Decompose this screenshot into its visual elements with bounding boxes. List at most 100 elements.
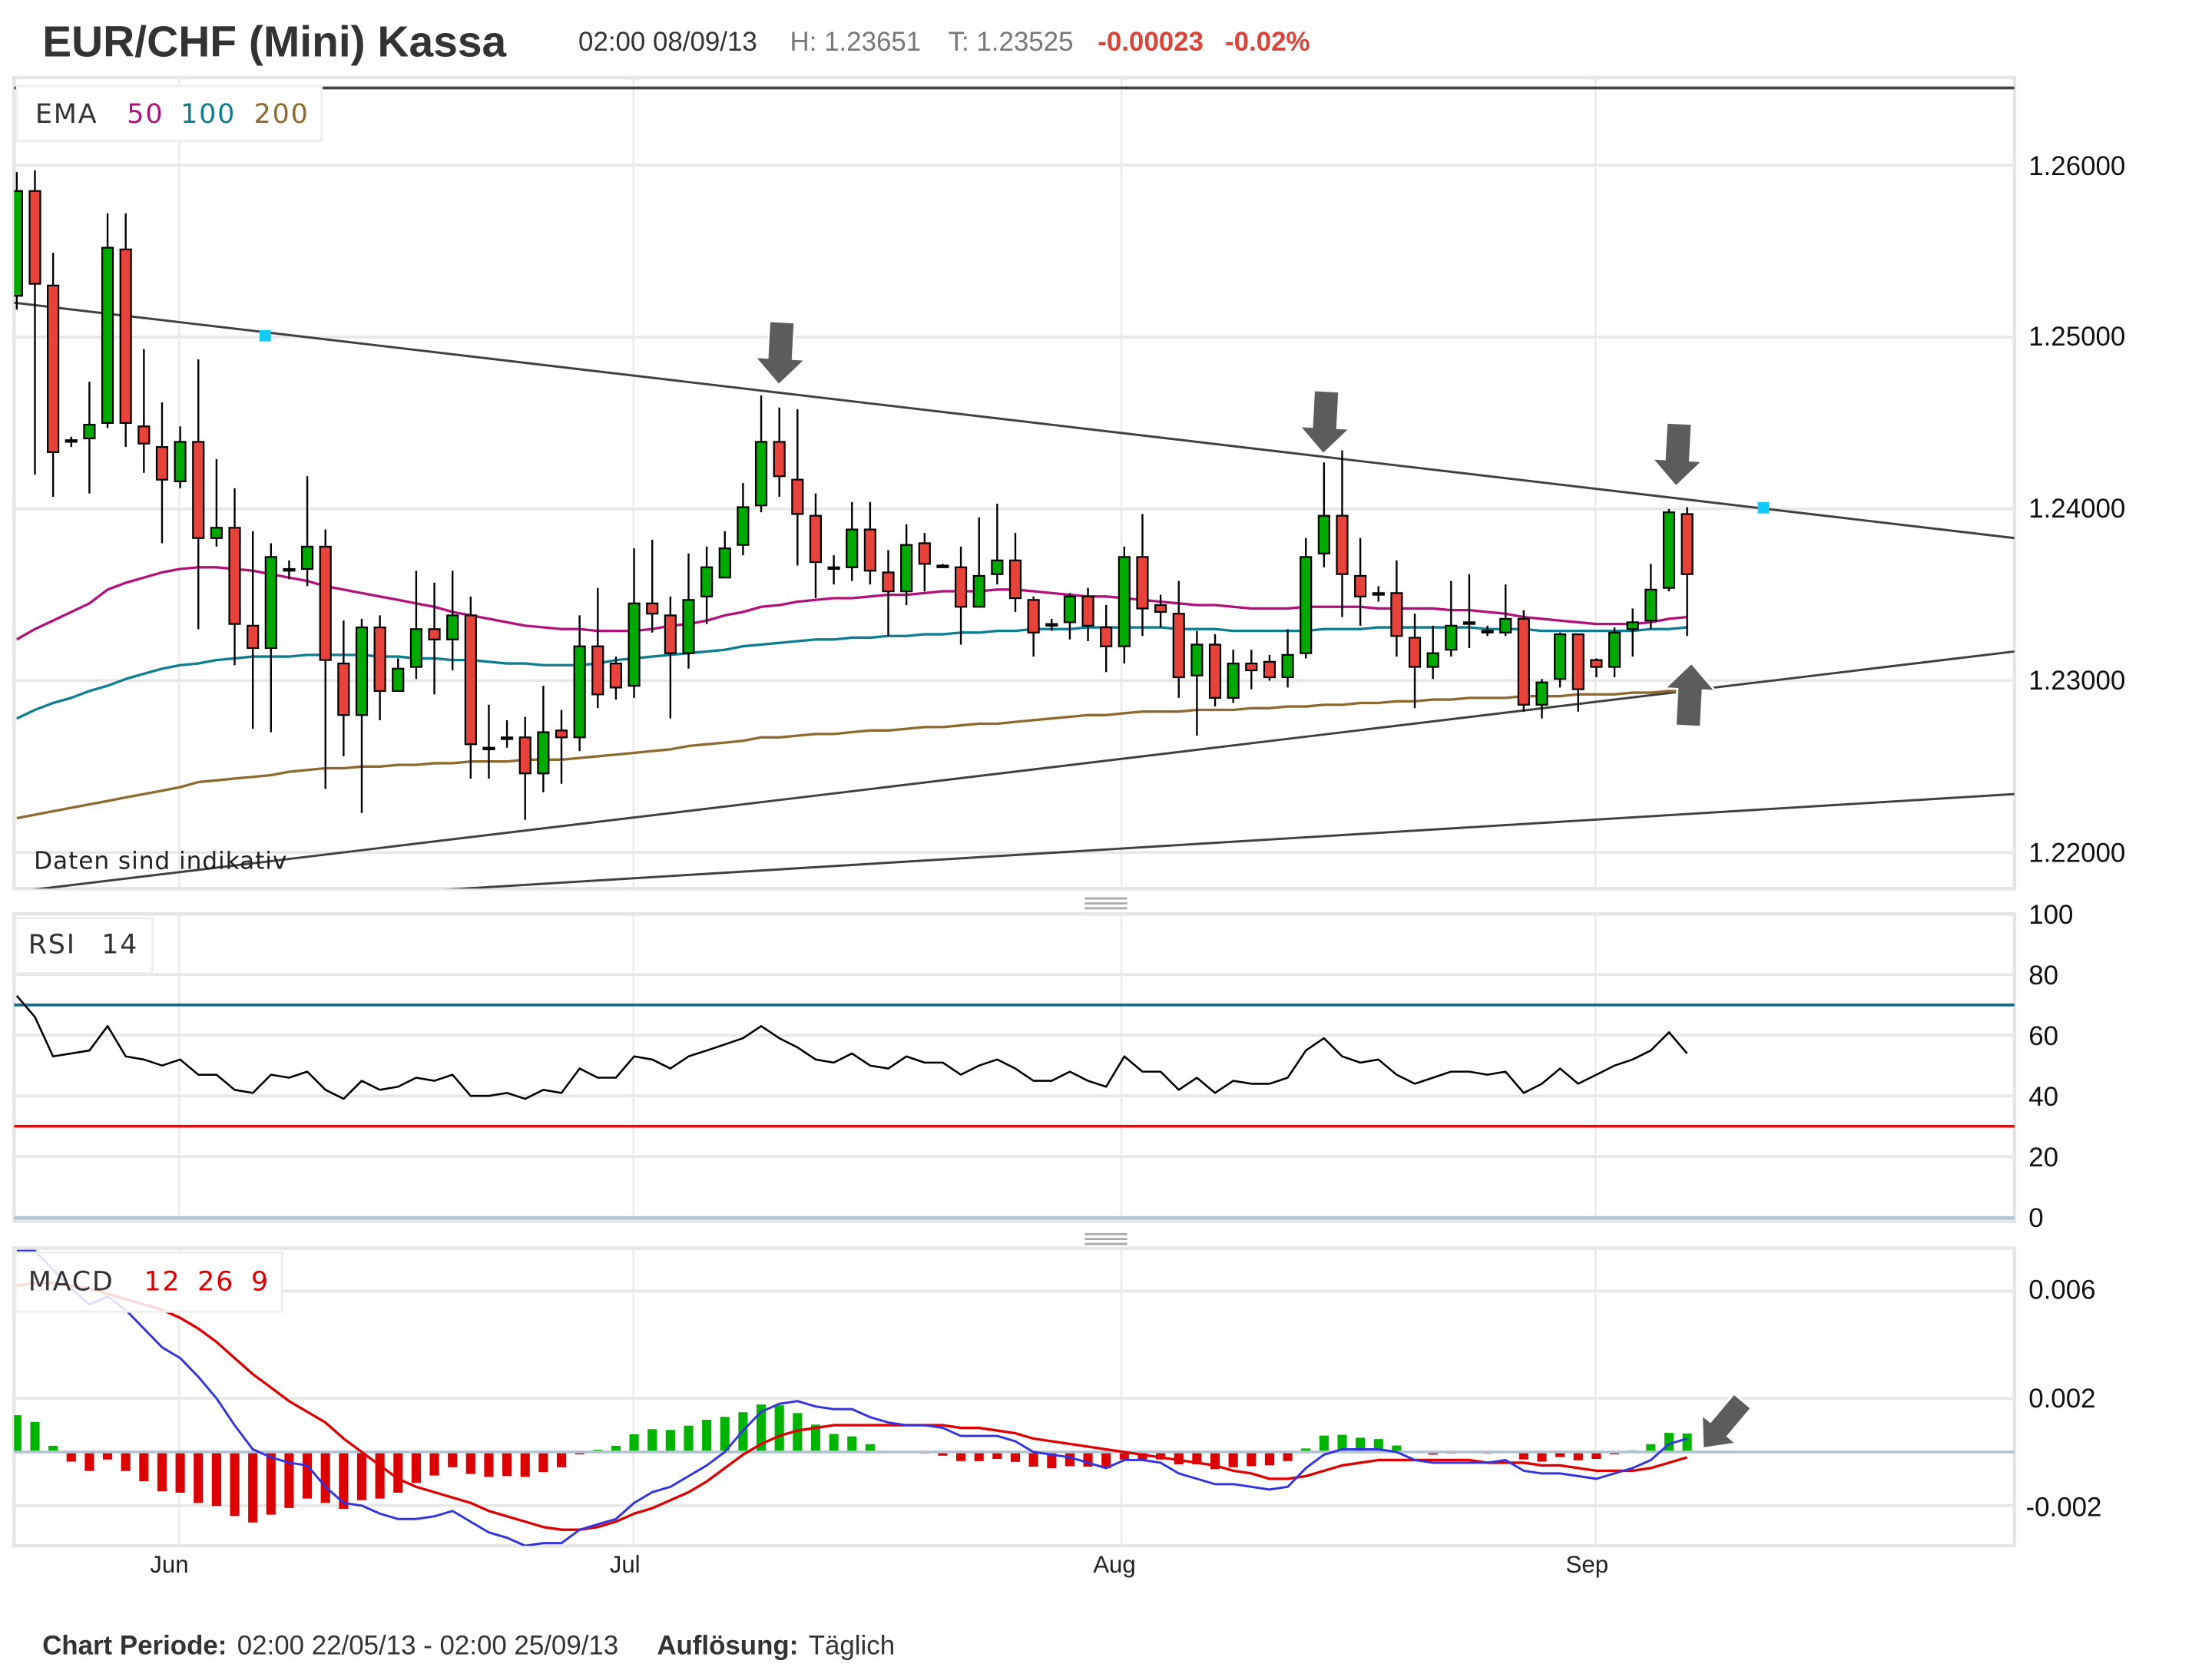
macd-histogram-bar bbox=[139, 1451, 149, 1481]
rsi-legend: RSI 14 bbox=[14, 917, 154, 974]
candle-body bbox=[355, 626, 369, 716]
macd-histogram-bar bbox=[756, 1404, 767, 1452]
chart-period-footer: Chart Periode: 02:00 22/05/13 - 02:00 25… bbox=[42, 1631, 895, 1661]
macd-histogram-bar bbox=[411, 1451, 421, 1484]
candle-body bbox=[972, 574, 985, 608]
rsi-panel-resize-handle[interactable] bbox=[1083, 894, 1129, 911]
candle-body bbox=[954, 566, 968, 608]
macd-histogram-bar bbox=[793, 1413, 803, 1452]
candle-body bbox=[918, 542, 931, 565]
candle bbox=[373, 615, 386, 720]
candle bbox=[65, 436, 78, 448]
trendline bbox=[446, 792, 2015, 889]
candle bbox=[1227, 650, 1240, 703]
candle-body bbox=[664, 614, 677, 654]
candle bbox=[609, 657, 623, 700]
candle-body bbox=[537, 731, 550, 775]
candle-body bbox=[1426, 652, 1439, 668]
candle-body bbox=[446, 614, 459, 640]
candle bbox=[300, 476, 314, 587]
rsi-tick: 80 bbox=[2028, 961, 2058, 991]
candle bbox=[1462, 574, 1476, 648]
rsi-legend-period: 14 bbox=[101, 930, 138, 961]
candle-body bbox=[1208, 643, 1222, 699]
candle-body bbox=[754, 441, 768, 507]
candle-body bbox=[1535, 681, 1548, 706]
macd-histogram-bar bbox=[14, 1415, 22, 1452]
candle-body bbox=[210, 527, 223, 539]
month-label: Aug bbox=[1093, 1551, 1136, 1578]
macd-histogram-bar bbox=[956, 1451, 966, 1461]
trendline-anchor-handle bbox=[1757, 501, 1770, 514]
time-axis: Jun Jul Aug Sep bbox=[150, 1551, 1608, 1578]
macd-legend-slow: 26 bbox=[197, 1267, 234, 1298]
rsi-axis: 100 80 60 40 20 0 bbox=[2028, 900, 2073, 1233]
macd-histogram-bar bbox=[1247, 1451, 1257, 1467]
candle bbox=[1372, 586, 1385, 602]
candle bbox=[1481, 625, 1494, 637]
macd-histogram-bar bbox=[1646, 1444, 1656, 1452]
candle-body bbox=[591, 645, 604, 696]
candle-body bbox=[428, 628, 441, 640]
price-tick: 1.25000 bbox=[2028, 322, 2125, 352]
candle-body bbox=[936, 564, 949, 568]
ema100-line bbox=[16, 626, 1687, 720]
price-tick: 1.22000 bbox=[2028, 838, 2125, 868]
macd-histogram-bar bbox=[520, 1451, 530, 1477]
macd-histogram-bar bbox=[1065, 1451, 1075, 1467]
macd-histogram-bar bbox=[1537, 1451, 1547, 1462]
macd-panel-resize-handle[interactable] bbox=[1083, 1229, 1129, 1247]
candle-body bbox=[1644, 588, 1657, 622]
rsi-tick: 60 bbox=[2028, 1021, 2058, 1051]
candle-body bbox=[1081, 595, 1094, 627]
macd-histogram-bar bbox=[66, 1451, 76, 1462]
candle bbox=[936, 564, 949, 568]
candle-body bbox=[555, 729, 568, 739]
candle-body bbox=[264, 556, 277, 650]
macd-histogram-bar bbox=[1228, 1451, 1238, 1467]
candle bbox=[882, 550, 895, 637]
candle bbox=[718, 531, 731, 579]
candle bbox=[464, 596, 477, 779]
macd-histogram-bar bbox=[211, 1451, 221, 1507]
candle-body bbox=[1118, 556, 1131, 647]
candle-body bbox=[1481, 630, 1494, 633]
macd-histogram-bar bbox=[30, 1421, 40, 1452]
macd-histogram-bar bbox=[556, 1451, 567, 1467]
candle-body bbox=[863, 528, 876, 572]
candle bbox=[428, 582, 441, 695]
candle bbox=[192, 359, 205, 630]
candle bbox=[1535, 679, 1548, 719]
candle bbox=[1081, 587, 1094, 641]
candle bbox=[1390, 560, 1403, 657]
candle-body bbox=[1045, 623, 1058, 627]
candle-body bbox=[1027, 599, 1040, 633]
candle-body bbox=[1317, 514, 1330, 554]
candle bbox=[210, 458, 223, 547]
macd-histogram-bar bbox=[102, 1451, 113, 1460]
candle-body bbox=[718, 547, 731, 579]
candle bbox=[1608, 627, 1621, 677]
macd-tick: -0.002 bbox=[2026, 1493, 2102, 1523]
arrow-down-left-icon bbox=[1700, 1392, 1753, 1450]
ema-legend: EMA 50 100 200 bbox=[15, 84, 323, 143]
candle-body bbox=[337, 662, 350, 716]
price-tick: 1.24000 bbox=[2028, 494, 2125, 524]
macd-histogram-bar bbox=[339, 1451, 349, 1509]
candle bbox=[1027, 596, 1040, 657]
candle bbox=[155, 402, 169, 544]
macd-legend-signal: 9 bbox=[251, 1267, 270, 1298]
candle-body bbox=[47, 284, 60, 453]
macd-histogram-bar bbox=[538, 1451, 548, 1473]
candle-body bbox=[83, 423, 96, 440]
candle-body bbox=[1354, 574, 1367, 597]
macd-histogram-bar bbox=[1591, 1451, 1601, 1459]
candle bbox=[1445, 580, 1458, 657]
candle bbox=[846, 501, 859, 581]
candle-body bbox=[882, 571, 895, 593]
macd-histogram-bar bbox=[629, 1434, 639, 1452]
candle bbox=[1626, 608, 1639, 657]
quote-datetime: 02:00 08/09/13 bbox=[578, 27, 757, 57]
macd-histogram-bar bbox=[1174, 1451, 1184, 1464]
candle bbox=[737, 483, 750, 556]
